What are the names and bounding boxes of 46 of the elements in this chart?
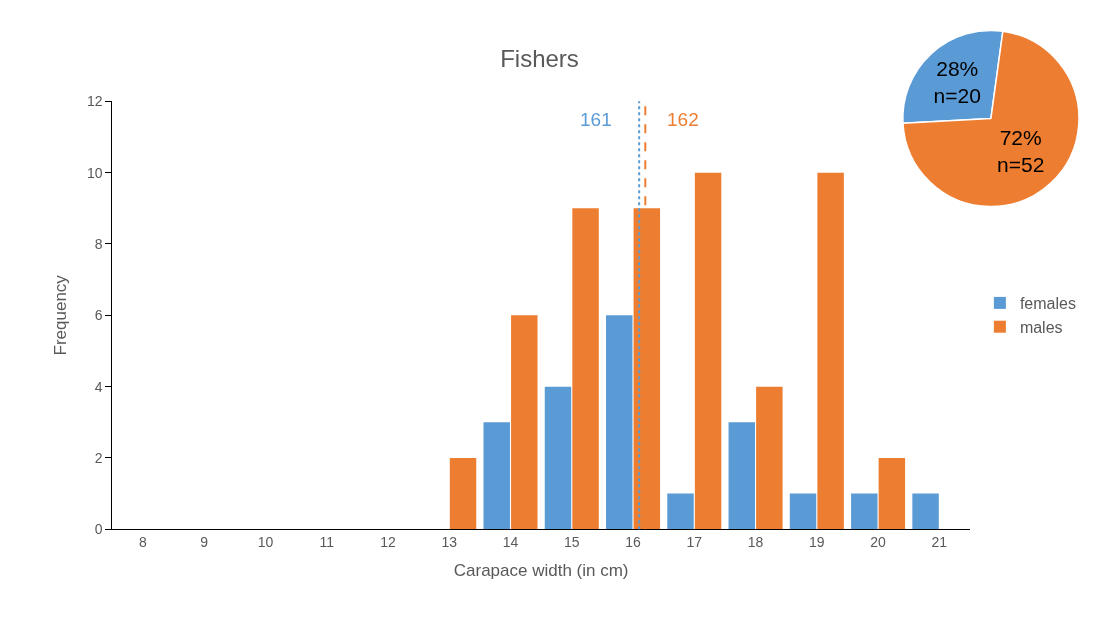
- x-tick-label: 12: [380, 534, 396, 551]
- x-tick-label: 16: [625, 534, 642, 551]
- y-tick-label: 4: [94, 378, 103, 395]
- annotation: 161: [580, 109, 612, 130]
- bar: [878, 457, 906, 530]
- bar: [694, 172, 722, 530]
- pie-slice: [902, 30, 1080, 208]
- bar: [572, 208, 599, 530]
- x-tick-label: 9: [200, 534, 209, 551]
- y-tick-label: 6: [94, 307, 103, 324]
- chart-title: Fishers: [500, 45, 579, 73]
- x-tick-label: 19: [809, 534, 825, 551]
- x-tick-label: 20: [870, 534, 887, 551]
- data-label: 72% n=52: [997, 125, 1045, 177]
- bar: [544, 386, 572, 530]
- bar: [511, 315, 538, 530]
- x-tick-label: 18: [747, 534, 764, 551]
- bar: [667, 493, 694, 530]
- bar: [851, 493, 878, 530]
- bar: [756, 386, 783, 530]
- x-tick-label: 8: [139, 534, 148, 551]
- x-tick-label: 21: [931, 534, 948, 551]
- x-tick-label: 14: [502, 534, 519, 551]
- bar: [817, 172, 844, 530]
- x-axis-title: Carapace width (in cm): [453, 561, 629, 581]
- bar: [606, 315, 633, 530]
- legend-label: males: [1019, 318, 1063, 336]
- x-tick-label: 11: [319, 534, 335, 551]
- x-tick-label: 17: [686, 534, 703, 551]
- y-tick-label: 0: [94, 521, 103, 538]
- bar: [449, 457, 477, 530]
- annotation: 162: [667, 109, 699, 130]
- y-tick-label: 10: [86, 164, 103, 181]
- x-tick-label: 10: [257, 534, 274, 551]
- y-tick-label: 12: [86, 93, 103, 110]
- y-tick-label: 2: [94, 449, 103, 466]
- bar: [912, 493, 939, 530]
- x-tick-label: 13: [441, 534, 458, 551]
- data-label: 28% n=20: [933, 56, 981, 108]
- legend-label: females: [1019, 295, 1076, 313]
- y-tick-label: 8: [94, 235, 103, 252]
- bar: [483, 422, 510, 530]
- x-tick-label: 15: [563, 534, 580, 551]
- bar: [789, 493, 817, 530]
- y-axis-title: Frequency: [51, 274, 71, 356]
- bar: [728, 422, 756, 530]
